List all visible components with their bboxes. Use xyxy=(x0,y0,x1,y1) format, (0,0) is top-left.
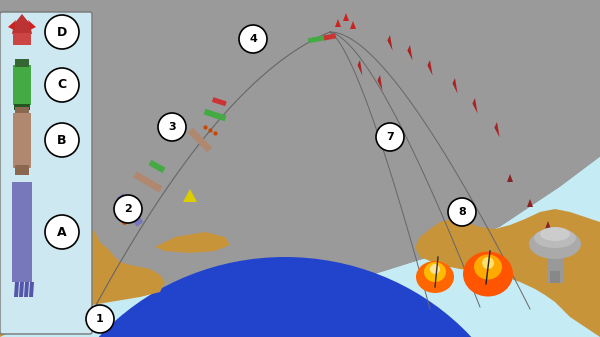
Text: 3: 3 xyxy=(168,122,176,132)
Polygon shape xyxy=(358,60,362,76)
Polygon shape xyxy=(0,209,165,337)
Text: 2: 2 xyxy=(124,204,132,214)
Ellipse shape xyxy=(482,257,494,269)
Polygon shape xyxy=(388,35,392,51)
Polygon shape xyxy=(13,65,31,105)
Polygon shape xyxy=(415,209,600,337)
Circle shape xyxy=(86,305,114,333)
Polygon shape xyxy=(19,282,24,297)
Ellipse shape xyxy=(424,262,446,282)
Polygon shape xyxy=(45,241,51,247)
Polygon shape xyxy=(559,241,565,249)
Polygon shape xyxy=(8,20,16,30)
Polygon shape xyxy=(427,60,433,75)
Polygon shape xyxy=(472,98,478,114)
Polygon shape xyxy=(407,45,413,60)
Circle shape xyxy=(45,123,79,157)
Polygon shape xyxy=(29,282,34,297)
Ellipse shape xyxy=(474,254,502,279)
Polygon shape xyxy=(308,35,328,43)
Text: C: C xyxy=(58,79,67,92)
Polygon shape xyxy=(14,104,30,110)
Polygon shape xyxy=(149,160,166,173)
Polygon shape xyxy=(547,251,563,283)
Ellipse shape xyxy=(540,227,570,241)
Polygon shape xyxy=(350,21,356,29)
Circle shape xyxy=(158,113,186,141)
Polygon shape xyxy=(188,128,212,152)
Polygon shape xyxy=(507,174,513,182)
Circle shape xyxy=(448,198,476,226)
Ellipse shape xyxy=(430,264,440,274)
Polygon shape xyxy=(116,193,143,226)
Circle shape xyxy=(45,215,79,249)
Polygon shape xyxy=(13,33,31,45)
Text: A: A xyxy=(57,225,67,239)
Polygon shape xyxy=(343,13,349,21)
Circle shape xyxy=(45,68,79,102)
Ellipse shape xyxy=(416,261,454,293)
Text: 7: 7 xyxy=(386,132,394,142)
Circle shape xyxy=(239,25,267,53)
Ellipse shape xyxy=(534,228,576,248)
Text: B: B xyxy=(57,133,67,147)
Polygon shape xyxy=(46,258,50,272)
Polygon shape xyxy=(158,156,166,160)
Polygon shape xyxy=(0,0,600,295)
Polygon shape xyxy=(335,19,341,27)
Polygon shape xyxy=(155,232,230,253)
Text: 1: 1 xyxy=(96,314,104,324)
Text: 4: 4 xyxy=(249,34,257,44)
Ellipse shape xyxy=(529,229,581,259)
Polygon shape xyxy=(0,157,600,337)
Polygon shape xyxy=(24,282,29,297)
Text: D: D xyxy=(57,26,67,38)
Polygon shape xyxy=(203,109,226,121)
Text: 8: 8 xyxy=(458,207,466,217)
Polygon shape xyxy=(15,107,29,113)
Polygon shape xyxy=(28,20,36,30)
Ellipse shape xyxy=(35,257,535,337)
Polygon shape xyxy=(494,122,500,137)
Circle shape xyxy=(114,195,142,223)
Polygon shape xyxy=(452,78,458,94)
Polygon shape xyxy=(12,14,32,34)
Polygon shape xyxy=(323,33,336,40)
Circle shape xyxy=(376,123,404,151)
Polygon shape xyxy=(550,271,560,283)
FancyBboxPatch shape xyxy=(0,12,92,334)
Polygon shape xyxy=(218,93,226,95)
Polygon shape xyxy=(377,75,383,91)
Polygon shape xyxy=(12,182,32,282)
Polygon shape xyxy=(183,189,197,202)
Polygon shape xyxy=(527,199,533,207)
Polygon shape xyxy=(15,165,29,175)
Polygon shape xyxy=(13,113,31,167)
Polygon shape xyxy=(545,221,551,229)
Polygon shape xyxy=(14,282,19,297)
Polygon shape xyxy=(212,97,227,106)
Polygon shape xyxy=(133,172,163,192)
Polygon shape xyxy=(46,247,50,257)
Polygon shape xyxy=(45,279,51,311)
Circle shape xyxy=(45,15,79,49)
Ellipse shape xyxy=(463,251,513,297)
Polygon shape xyxy=(15,59,29,67)
